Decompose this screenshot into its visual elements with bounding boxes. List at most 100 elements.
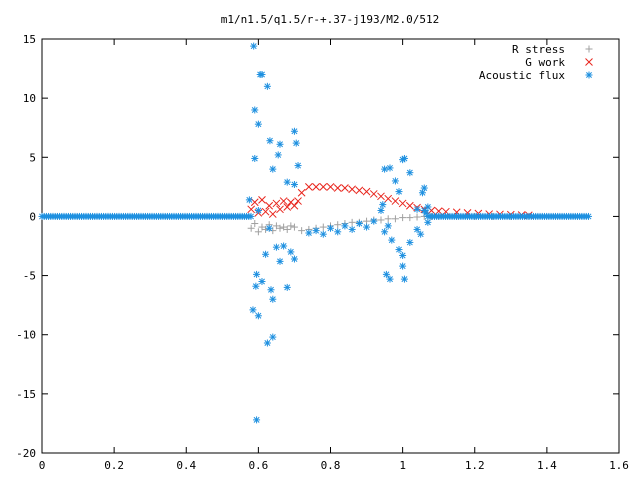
acoustic-flux-point (249, 306, 257, 314)
g-work-point (261, 207, 270, 216)
r-stress-point (298, 227, 306, 235)
acoustic-flux-point (413, 205, 421, 213)
chart-title: m1/n1.5/q1.5/r-+.37-j193/M2.0/512 (221, 13, 440, 26)
acoustic-flux-point (276, 140, 284, 148)
x-tick-label: 1.6 (609, 459, 629, 472)
acoustic-flux-point (280, 242, 288, 250)
acoustic-flux-point (274, 151, 282, 159)
r-stress-point (280, 223, 288, 231)
acoustic-flux-point (381, 228, 389, 236)
y-tick-label: -15 (16, 388, 36, 401)
acoustic-flux-point (379, 201, 387, 209)
legend-marker (585, 45, 593, 53)
acoustic-flux-point (253, 416, 261, 424)
legend-label: G work (525, 56, 565, 69)
legend-label: Acoustic flux (479, 69, 565, 82)
acoustic-flux-point (363, 223, 371, 231)
g-work-point (247, 205, 256, 214)
g-work-point (268, 210, 277, 218)
acoustic-flux-point (269, 295, 277, 303)
g-work-point (297, 188, 306, 197)
g-work-point (355, 186, 364, 195)
acoustic-flux-point (381, 165, 389, 173)
legend-label: R stress (512, 43, 565, 56)
g-work-point (391, 197, 400, 205)
acoustic-flux-point (272, 243, 280, 251)
r-stress-point (290, 223, 298, 231)
acoustic-flux-point (348, 225, 356, 233)
acoustic-flux-point (327, 224, 334, 232)
acoustic-flux-point (305, 229, 313, 237)
x-tick-label: 1.2 (465, 459, 485, 472)
acoustic-flux-point (276, 257, 284, 265)
acoustic-flux-point (290, 127, 298, 135)
ticks-layer: 0 0.2 0.4 0.6 0.8 1 1.2 1.4 1.6 15 10 5 0 -5 -10 -15 -20 (16, 33, 629, 472)
g-work-point (405, 201, 414, 210)
acoustic-flux-point (399, 251, 407, 259)
plot-frame (41, 38, 620, 454)
g-work-point (290, 201, 299, 210)
acoustic-flux-point (312, 227, 320, 235)
acoustic-flux-point (267, 286, 275, 294)
y-tick-label: 10 (23, 92, 36, 105)
acoustic-flux-point (400, 154, 408, 162)
acoustic-flux-point (266, 137, 274, 145)
legend-marker (585, 58, 593, 66)
x-tick-label: 1.4 (537, 459, 557, 472)
acoustic-flux-point (294, 162, 302, 170)
g-work-point (341, 184, 349, 192)
acoustic-flux-point (254, 120, 262, 128)
r-stress-point (384, 215, 392, 223)
acoustic-flux-point (382, 270, 390, 278)
x-tick-label: 0.4 (176, 459, 196, 472)
acoustic-flux-point (258, 277, 266, 285)
g-work-point (283, 203, 292, 211)
acoustic-flux-point (319, 230, 327, 238)
g-work-point (384, 194, 393, 203)
acoustic-flux-point (384, 222, 392, 230)
acoustic-flux-point (250, 42, 258, 50)
acoustic-flux-point (400, 275, 408, 283)
g-work-point (279, 197, 288, 205)
g-work-point (398, 199, 407, 208)
acoustic-flux-point (292, 139, 300, 147)
acoustic-flux-point (253, 270, 261, 278)
g-work-point (276, 205, 284, 214)
acoustic-flux-point (417, 230, 425, 238)
r-stress-point (258, 223, 266, 231)
acoustic-flux-point (424, 218, 432, 226)
g-work-point (294, 197, 302, 205)
r-stress-point (276, 224, 284, 232)
acoustic-flux-point (290, 255, 298, 263)
r-stress-point (348, 218, 356, 226)
r-stress-point (283, 225, 291, 233)
x-tick-label: 1 (399, 459, 406, 472)
g-work-point (272, 199, 281, 208)
r-stress-point (406, 214, 414, 222)
acoustic-flux-point (584, 212, 592, 220)
acoustic-flux-point (265, 224, 273, 232)
acoustic-flux-point (395, 246, 403, 254)
r-stress-point (247, 224, 255, 232)
r-stress-point (334, 221, 342, 229)
legend-marker (585, 71, 593, 79)
acoustic-flux-point (370, 217, 378, 225)
acoustic-flux-point (406, 169, 414, 177)
g-work-point (319, 183, 328, 191)
acoustic-flux-point (252, 282, 260, 290)
acoustic-flux-point (386, 275, 394, 283)
g-work-point (369, 190, 378, 198)
acoustic-flux-point (391, 177, 399, 185)
r-stress-point (391, 215, 399, 223)
g-work-point (258, 196, 266, 204)
r-stress-point (254, 228, 262, 236)
x-tick-label: 0.2 (104, 459, 124, 472)
r-stress-point (287, 222, 295, 230)
acoustic-flux-point (290, 180, 298, 188)
g-work-point (312, 183, 320, 191)
r-stress-point (377, 216, 385, 224)
acoustic-flux-point (251, 106, 259, 114)
r-stress-point (251, 220, 259, 228)
